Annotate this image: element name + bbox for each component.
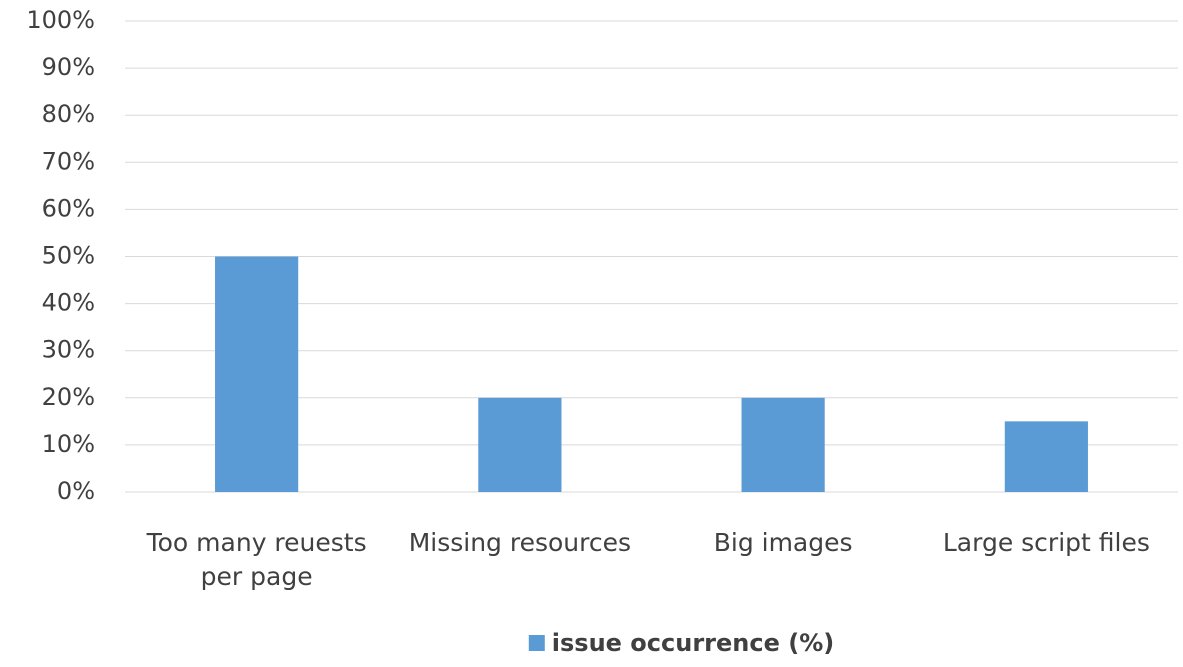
y-tick-label: 100% xyxy=(26,6,95,34)
x-tick-label: Big images xyxy=(713,528,853,557)
y-tick-label: 40% xyxy=(42,289,95,317)
y-tick-label: 10% xyxy=(42,430,95,458)
y-tick-label: 80% xyxy=(42,100,95,128)
y-tick-label: 0% xyxy=(57,477,95,505)
y-tick-label: 90% xyxy=(42,53,95,81)
x-tick-label: Missing resources xyxy=(408,528,632,557)
y-tick-label: 30% xyxy=(42,336,95,364)
x-tick-label: Large script files xyxy=(942,528,1150,557)
bar xyxy=(1004,421,1088,492)
x-tick-label: Too many reuests per page xyxy=(146,528,367,591)
bar xyxy=(741,397,825,492)
legend-label: issue occurrence (%) xyxy=(552,629,834,657)
y-tick-label: 50% xyxy=(42,242,95,270)
y-tick-label: 60% xyxy=(42,194,95,222)
legend-swatch xyxy=(528,635,545,651)
bar xyxy=(478,397,562,492)
y-tick-label: 20% xyxy=(42,383,95,411)
bar xyxy=(215,256,299,492)
y-tick-label: 70% xyxy=(42,147,95,175)
